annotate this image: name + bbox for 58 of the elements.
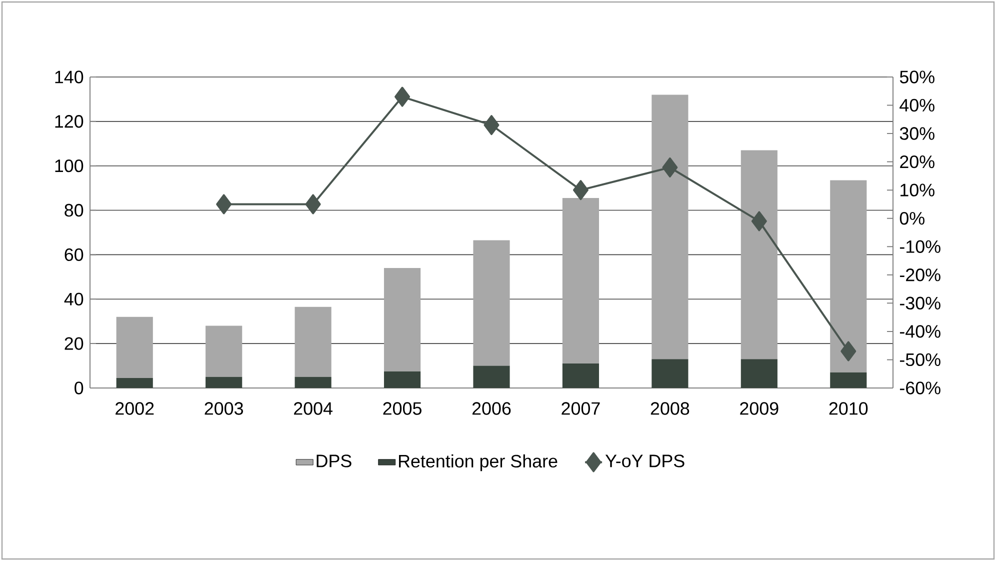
point [394, 86, 410, 107]
x-tick-label: 2003 [204, 402, 243, 415]
x-tick-label: 2007 [562, 402, 600, 415]
x-tick-label: 2010 [829, 402, 868, 415]
point [484, 115, 500, 136]
point [751, 211, 767, 232]
bar [830, 180, 867, 372]
bar [384, 371, 421, 388]
y2-tick-label: -20% [900, 268, 940, 282]
y2-tick-label: 0% [900, 212, 924, 225]
bar [740, 359, 778, 388]
y2-tick-label: -60% [900, 382, 940, 394]
bar [206, 326, 242, 377]
bar [740, 150, 778, 360]
x-tick-label: 2004 [294, 402, 332, 415]
y-tick-label: 60 [64, 248, 84, 262]
y2-tick-label: -10% [900, 240, 940, 253]
y-tick-label: 40 [64, 292, 84, 306]
x-tick-label: 2009 [740, 402, 778, 415]
point [216, 194, 232, 214]
x-tick-label: 2006 [472, 402, 511, 415]
bar [830, 372, 867, 388]
y2-tick-label: 30% [900, 127, 934, 140]
point [305, 194, 321, 214]
point [572, 180, 588, 200]
y2-tick-label: 50% [900, 70, 934, 84]
bar [294, 376, 332, 388]
y-tick-label: 100 [55, 159, 84, 172]
bar [652, 359, 688, 388]
bar [473, 240, 510, 366]
bar [652, 94, 688, 360]
y-tick-label: 120 [55, 115, 84, 128]
legend-label: DPS [316, 454, 352, 468]
bar [562, 364, 600, 388]
point [840, 341, 856, 362]
bar [116, 378, 153, 388]
bar [294, 306, 332, 377]
bar [562, 198, 600, 364]
bar [473, 366, 510, 388]
point [662, 157, 678, 178]
y2-tick-label: -40% [900, 325, 940, 338]
x-tick-label: 2005 [383, 402, 422, 415]
bar [206, 376, 242, 388]
legend-label: Y-oY DPS [605, 454, 684, 468]
y-tick-label: 0 [74, 382, 84, 394]
y2-tick-label: 20% [900, 155, 934, 168]
y2-tick-label: 40% [900, 98, 934, 112]
x-tick-label: 2008 [650, 402, 690, 415]
y-tick-label: 20 [64, 337, 84, 350]
legend-label: Retention per Share [399, 454, 558, 472]
x-tick-label: 2002 [116, 402, 154, 415]
y2-tick-label: -50% [900, 353, 940, 366]
y2-tick-label: -30% [900, 296, 940, 310]
bar [384, 268, 421, 372]
y-tick-label: 140 [55, 70, 84, 84]
bar [116, 316, 153, 378]
y-tick-label: 80 [64, 204, 84, 217]
y2-tick-label: 10% [900, 184, 934, 196]
